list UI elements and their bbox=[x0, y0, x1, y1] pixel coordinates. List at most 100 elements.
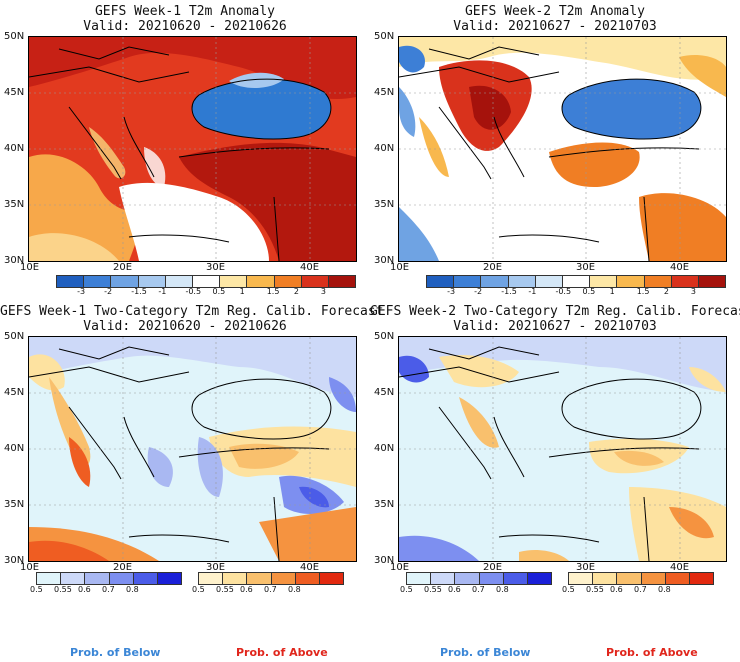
lon-label: 30E bbox=[576, 262, 596, 273]
colorbar-swatch bbox=[57, 276, 85, 287]
colorbar-label: 0.7 bbox=[102, 585, 115, 594]
colorbar-swatch bbox=[85, 573, 110, 584]
colorbar-swatch bbox=[671, 276, 699, 287]
lat-label: 45N bbox=[374, 387, 395, 398]
prob-above-colorbar bbox=[568, 572, 714, 585]
prob-above-colorbar-labels: 0.5 0.55 0.6 0.7 0.8 bbox=[562, 585, 712, 595]
colorbar-swatch bbox=[247, 573, 272, 584]
colorbar-swatch bbox=[328, 276, 356, 287]
colorbar-label: -1 bbox=[158, 287, 167, 296]
colorbar-swatch bbox=[274, 276, 302, 287]
lon-label: 40E bbox=[300, 562, 320, 573]
panel-week1-anomaly: GEFS Week-1 T2m Anomaly Valid: 20210620 … bbox=[0, 0, 370, 297]
colorbar-label: 0.5 bbox=[212, 287, 226, 296]
panel-week2-anomaly: GEFS Week-2 T2m Anomaly Valid: 20210627 … bbox=[370, 0, 740, 297]
panel-subtitle: Valid: 20210620 - 20210626 bbox=[83, 319, 287, 334]
colorbar-label: 1 bbox=[239, 287, 245, 296]
colorbar-label: 0.7 bbox=[264, 585, 277, 594]
anomaly-map-week2 bbox=[398, 36, 727, 262]
prob-below-legend: Prob. of Below bbox=[70, 646, 161, 659]
prob-below-colorbar bbox=[406, 572, 552, 585]
lat-label: 30N bbox=[374, 555, 395, 566]
anomaly-colorbar-labels: -3 -2 -1.5 -1 -0.5 0.5 1 1.5 2 3 bbox=[426, 287, 724, 297]
lat-label: 45N bbox=[4, 87, 25, 98]
colorbar-swatch bbox=[295, 573, 320, 584]
colorbar-swatch bbox=[223, 573, 248, 584]
panel-title: GEFS Week-2 T2m Anomaly bbox=[464, 4, 645, 19]
colorbar-label: 0.5 bbox=[192, 585, 205, 594]
prob-below-colorbar-labels: 0.5 0.55 0.6 0.7 0.8 bbox=[30, 585, 180, 595]
colorbar-swatch bbox=[199, 573, 224, 584]
lon-label: 40E bbox=[670, 262, 690, 273]
colorbar-label: 3 bbox=[320, 287, 326, 296]
colorbar-label: 0.6 bbox=[610, 585, 623, 594]
colorbar-swatch bbox=[247, 276, 275, 287]
lat-label: 35N bbox=[374, 499, 395, 510]
colorbar-label: 0.5 bbox=[30, 585, 43, 594]
panel-week2-probability: GEFS Week-2 Two-Category T2m Reg. Calib.… bbox=[370, 300, 740, 662]
lon-label: 10E bbox=[20, 562, 40, 573]
colorbar-swatch bbox=[665, 573, 690, 584]
colorbar-label: 0.55 bbox=[216, 585, 234, 594]
colorbar-label: 3 bbox=[690, 287, 696, 296]
colorbar-label: -0.5 bbox=[555, 287, 572, 296]
colorbar-label: -1 bbox=[528, 287, 537, 296]
prob-below-legend: Prob. of Below bbox=[440, 646, 531, 659]
panel-week1-probability: GEFS Week-1 Two-Category T2m Reg. Calib.… bbox=[0, 300, 384, 662]
colorbar-label: 0.8 bbox=[658, 585, 671, 594]
lon-label: 30E bbox=[206, 262, 226, 273]
colorbar-swatch bbox=[593, 573, 618, 584]
colorbar-swatch bbox=[698, 276, 726, 287]
prob-below-colorbar bbox=[36, 572, 182, 585]
lat-label: 30N bbox=[4, 255, 25, 266]
colorbar-swatch bbox=[481, 276, 509, 287]
lon-label: 20E bbox=[483, 262, 503, 273]
colorbar-label: -1.5 bbox=[131, 287, 147, 296]
colorbar-label: 0.8 bbox=[126, 585, 139, 594]
lat-label: 45N bbox=[374, 87, 395, 98]
colorbar-label: 0.6 bbox=[240, 585, 253, 594]
colorbar-swatch bbox=[644, 276, 672, 287]
colorbar-swatch bbox=[641, 573, 666, 584]
colorbar-swatch bbox=[535, 276, 563, 287]
colorbar-swatch bbox=[617, 573, 642, 584]
lat-label: 35N bbox=[4, 199, 25, 210]
lat-label: 30N bbox=[374, 255, 395, 266]
colorbar-swatch bbox=[508, 276, 536, 287]
lon-label: 30E bbox=[576, 562, 596, 573]
colorbar-swatch bbox=[562, 276, 591, 287]
anomaly-colorbar bbox=[56, 275, 356, 288]
colorbar-label: 2 bbox=[663, 287, 669, 296]
lon-label: 40E bbox=[670, 562, 690, 573]
colorbar-swatch bbox=[455, 573, 480, 584]
colorbar-swatch bbox=[220, 276, 248, 287]
lon-label: 20E bbox=[483, 562, 503, 573]
colorbar-swatch bbox=[109, 573, 134, 584]
colorbar-swatch bbox=[454, 276, 482, 287]
anomaly-colorbar bbox=[426, 275, 726, 288]
probability-map-week2 bbox=[398, 336, 727, 562]
colorbar-swatch bbox=[503, 573, 528, 584]
colorbar-label: 0.55 bbox=[424, 585, 442, 594]
colorbar-swatch bbox=[689, 573, 714, 584]
colorbar-swatch bbox=[431, 573, 456, 584]
colorbar-label: 0.6 bbox=[78, 585, 91, 594]
colorbar-label: 0.5 bbox=[562, 585, 575, 594]
panel-subtitle: Valid: 20210627 - 20210703 bbox=[453, 19, 657, 34]
anomaly-colorbar-labels: -3 -2 -1.5 -1 -0.5 0.5 1 1.5 2 3 bbox=[56, 287, 354, 297]
colorbar-label: 0.7 bbox=[472, 585, 485, 594]
prob-above-colorbar bbox=[198, 572, 344, 585]
prob-below-colorbar-labels: 0.5 0.55 0.6 0.7 0.8 bbox=[400, 585, 550, 595]
panel-title: GEFS Week-2 Two-Category T2m Reg. Calib.… bbox=[370, 304, 740, 319]
probability-map-week1 bbox=[28, 336, 357, 562]
colorbar-swatch bbox=[407, 573, 432, 584]
lon-label: 10E bbox=[390, 562, 410, 573]
panel-title: GEFS Week-1 Two-Category T2m Reg. Calib.… bbox=[0, 304, 384, 319]
lon-label: 30E bbox=[206, 562, 226, 573]
lon-label: 20E bbox=[113, 262, 133, 273]
colorbar-label: 1.5 bbox=[266, 287, 280, 296]
colorbar-label: -2 bbox=[104, 287, 113, 296]
colorbar-label: -2 bbox=[474, 287, 483, 296]
lat-label: 50N bbox=[374, 31, 395, 42]
colorbar-label: 0.6 bbox=[448, 585, 461, 594]
